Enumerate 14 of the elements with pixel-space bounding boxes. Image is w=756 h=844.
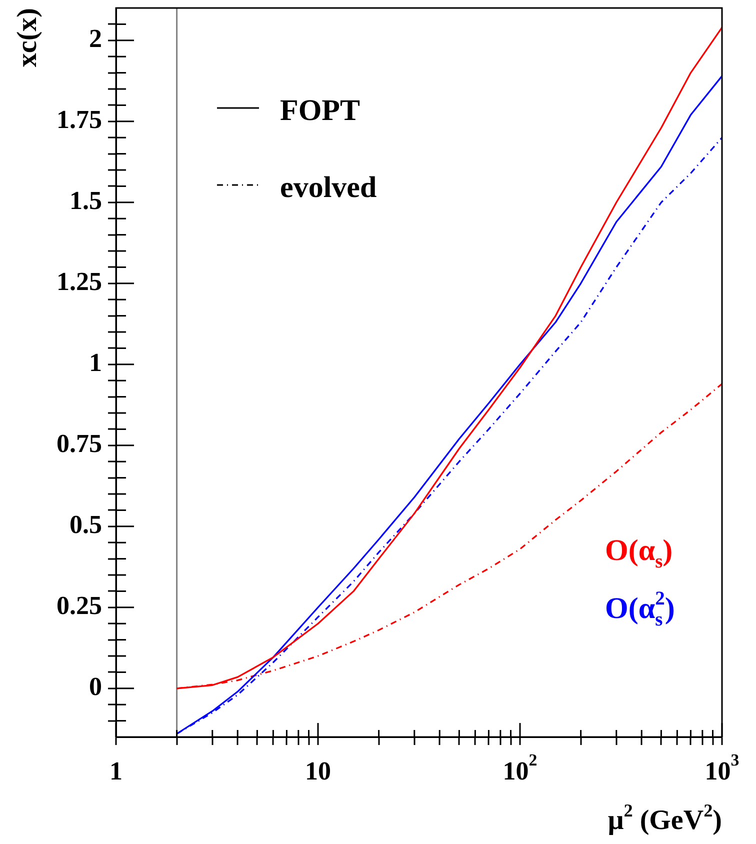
y-tick-label: 0.5 (70, 510, 102, 540)
y-tick-label: 1 (89, 348, 102, 378)
y-tick-label: 1.75 (56, 105, 102, 134)
y-tick-label: 0 (89, 672, 102, 702)
y-tick-label: 0.75 (56, 429, 102, 458)
y-tick-label: 2 (89, 24, 102, 54)
y-tick-label: 1.25 (56, 267, 102, 296)
annotation: evolved (280, 171, 377, 204)
x-tick-label: 1 (110, 756, 122, 786)
y-tick-label: 1.5 (70, 186, 102, 216)
x-tick-label: 10 (305, 756, 331, 786)
annotation: FOPT (280, 94, 360, 127)
y-axis-title: xc(x) (12, 8, 43, 68)
y-tick-label: 0.25 (56, 591, 102, 620)
